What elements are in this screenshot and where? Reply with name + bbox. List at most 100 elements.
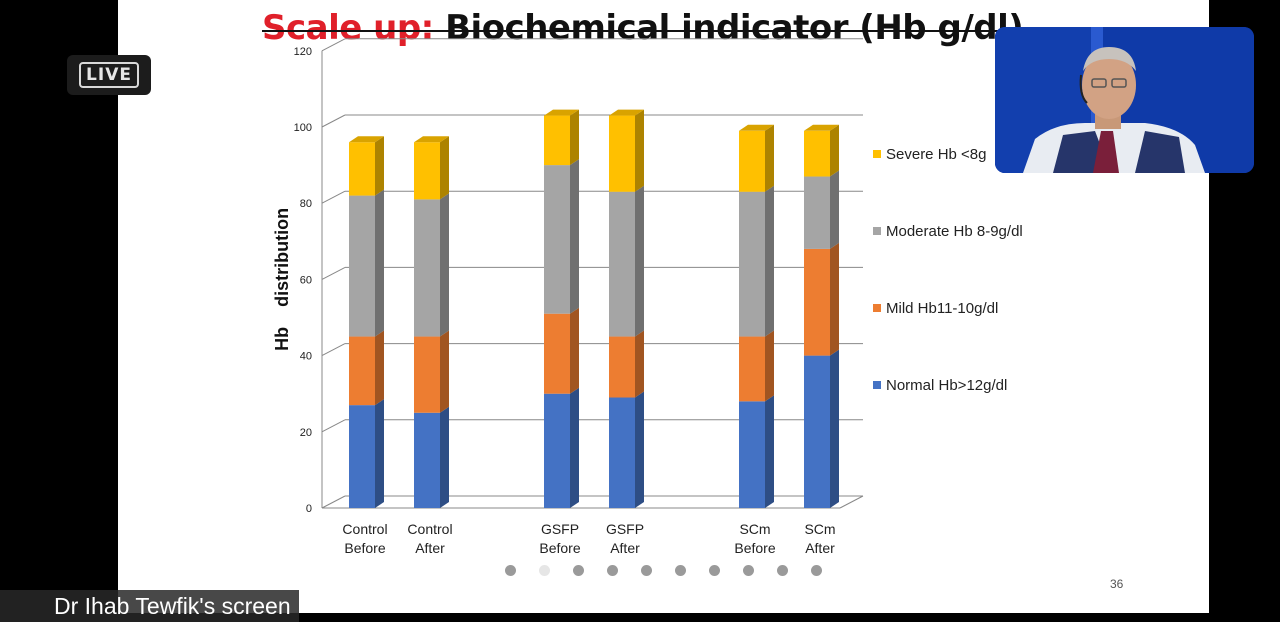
bar-side-severe [440, 136, 449, 200]
bar-segment-severe [609, 115, 635, 192]
legend-label-severe: Severe Hb <8g [886, 146, 987, 163]
x-tick-label: Control [407, 521, 452, 537]
live-badge: LIVE [67, 55, 151, 95]
x-tick-label: Before [344, 540, 385, 556]
progress-dot[interactable] [607, 565, 618, 576]
bar-top-severe [544, 109, 579, 116]
floor-edge [839, 495, 864, 509]
bar-segment-mild [609, 336, 635, 398]
legend-swatch-moderate [873, 227, 881, 235]
bar-segment-severe [414, 142, 440, 200]
legend-label-moderate: Moderate Hb 8-9g/dl [886, 223, 1023, 240]
x-tick-label: GSFP [541, 521, 579, 537]
x-tick-label: SCm [804, 521, 835, 537]
progress-dot[interactable] [641, 565, 652, 576]
bar-side-severe [765, 124, 774, 192]
bar-segment-moderate [544, 165, 570, 314]
title-text: Biochemical indicator (Hb g/dl) [445, 8, 1024, 48]
progress-dot[interactable] [743, 565, 754, 576]
presenter-video-image [995, 27, 1254, 173]
legend-swatch-mild [873, 304, 881, 312]
bar-side-normal [765, 395, 774, 508]
gridline-side [321, 495, 346, 509]
progress-dot[interactable] [505, 565, 516, 576]
bar-segment-severe [739, 130, 765, 192]
presenter-label: Dr Ihab Tewfik's screen [0, 590, 299, 622]
legend-item-moderate: Moderate Hb 8-9g/dl [873, 223, 1133, 240]
bar-side-severe [830, 124, 839, 177]
bar-segment-moderate [739, 191, 765, 337]
legend-swatch-normal [873, 381, 881, 389]
bar-segment-normal [414, 412, 440, 508]
title-strikethrough [262, 30, 1024, 32]
gridline-side [321, 190, 346, 204]
presenter-webcam [995, 27, 1254, 173]
bar-segment-normal [609, 397, 635, 508]
legend-item-mild: Mild Hb11-10g/dl [873, 300, 1133, 317]
bar-segment-severe [349, 142, 375, 196]
gridline-side [321, 38, 346, 52]
progress-dot[interactable] [777, 565, 788, 576]
bar-side-normal [375, 399, 384, 508]
bar-segment-normal [349, 405, 375, 508]
legend-item-severe: Severe Hb <8g [873, 146, 1133, 163]
y-tick-label: 20 [300, 427, 312, 439]
bar-side-normal [830, 349, 839, 508]
live-badge-label: LIVE [79, 62, 139, 88]
presenter-label-text: Dr Ihab Tewfik's screen [0, 590, 299, 622]
bar-top-severe [804, 124, 839, 131]
y-tick-label: 60 [300, 274, 312, 286]
gridline-side [321, 419, 346, 433]
bar-side-mild [830, 242, 839, 356]
bar-segment-mild [544, 313, 570, 394]
progress-dot[interactable] [709, 565, 720, 576]
y-axis-title: Hb distribution [272, 208, 292, 351]
bar-segment-mild [349, 336, 375, 406]
x-tick-label: Before [734, 540, 775, 556]
bar-top-severe [739, 124, 774, 131]
bar-side-severe [570, 109, 579, 166]
bar-segment-normal [804, 355, 830, 508]
bar-side-moderate [765, 185, 774, 337]
progress-dot[interactable] [675, 565, 686, 576]
x-tick-label: After [805, 540, 835, 556]
bar-side-normal [440, 406, 449, 508]
legend-label-mild: Mild Hb11-10g/dl [886, 300, 999, 317]
bar-segment-mild [804, 248, 830, 356]
bar-top-severe [609, 109, 644, 116]
x-tick-label: Before [539, 540, 580, 556]
bar-side-mild [765, 330, 774, 402]
bar-side-mild [440, 330, 449, 413]
bar-side-mild [570, 307, 579, 394]
bar-side-normal [635, 391, 644, 508]
bar-top-severe [414, 136, 449, 143]
legend-item-normal: Normal Hb>12g/dl [873, 377, 1133, 394]
y-tick-label: 40 [300, 351, 312, 363]
bar-segment-normal [739, 401, 765, 508]
bar-side-normal [570, 387, 579, 508]
gridline-side [321, 266, 346, 280]
bar-segment-severe [804, 130, 830, 177]
progress-dot[interactable] [811, 565, 822, 576]
bar-segment-moderate [349, 195, 375, 337]
bar-segment-severe [544, 115, 570, 166]
bar-side-severe [635, 109, 644, 192]
slide-title: Scale up: Biochemical indicator (Hb g/dl… [262, 8, 1024, 48]
bar-segment-mild [414, 336, 440, 413]
y-tick-label: 100 [294, 122, 312, 134]
slide-number: 36 [1110, 577, 1124, 591]
bar-side-severe [375, 136, 384, 196]
bar-side-mild [375, 330, 384, 406]
x-tick-label: After [610, 540, 640, 556]
y-tick-label: 80 [300, 198, 312, 210]
progress-dot[interactable] [573, 565, 584, 576]
y-tick-label: 0 [306, 503, 312, 515]
title-highlight: Scale up: [262, 8, 434, 48]
x-tick-label: SCm [739, 521, 770, 537]
progress-dot[interactable] [539, 565, 550, 576]
gridline-side [321, 114, 346, 128]
bar-side-moderate [440, 193, 449, 337]
bar-side-moderate [570, 159, 579, 314]
bar-top-severe [349, 136, 384, 143]
x-tick-label: After [415, 540, 445, 556]
